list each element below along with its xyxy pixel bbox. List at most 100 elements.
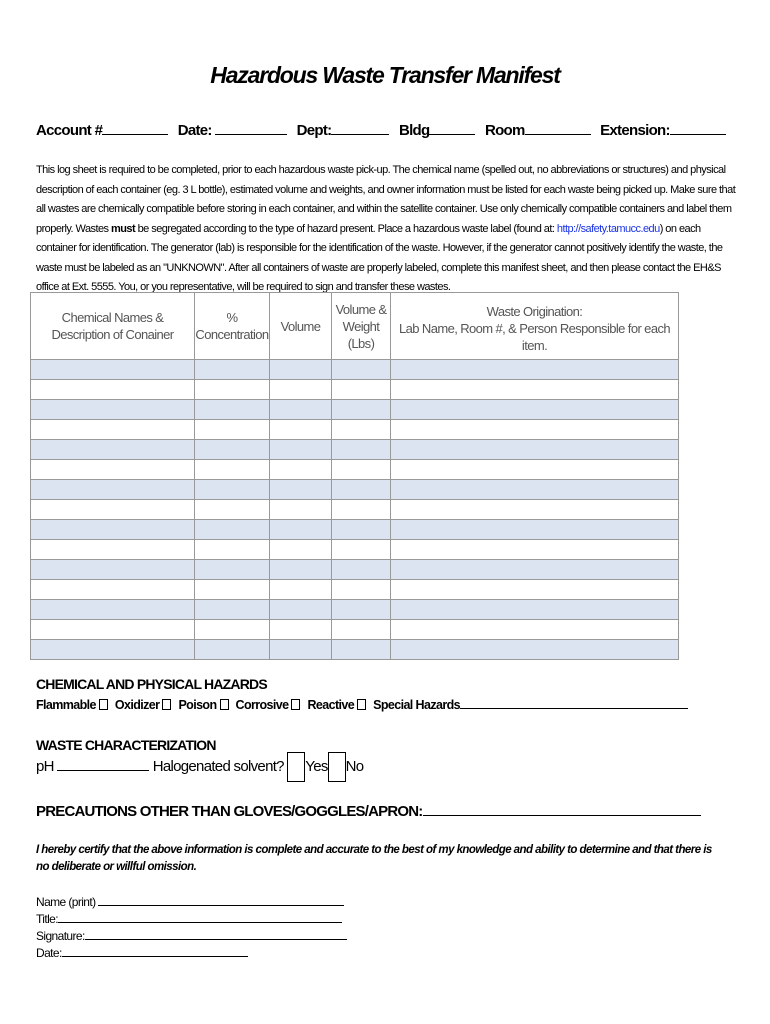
table-cell[interactable] (390, 599, 679, 620)
table-cell[interactable] (269, 419, 332, 440)
table-cell[interactable] (390, 399, 679, 420)
ph-field[interactable] (57, 769, 150, 771)
table-cell[interactable] (194, 619, 270, 640)
signature-field[interactable] (84, 939, 347, 940)
table-cell[interactable] (30, 379, 195, 400)
table-cell[interactable] (194, 559, 270, 580)
hazard-option[interactable]: Flammable (36, 698, 108, 712)
checkbox-icon[interactable] (357, 699, 367, 710)
table-cell[interactable] (390, 439, 679, 460)
table-cell[interactable] (194, 499, 270, 520)
table-cell[interactable] (30, 619, 195, 640)
table-cell[interactable] (194, 359, 270, 380)
table-cell[interactable] (194, 599, 270, 620)
date-sign-field[interactable] (61, 956, 248, 957)
hazard-option[interactable]: Oxidizer (115, 698, 172, 712)
table-cell[interactable] (390, 519, 679, 540)
table-cell[interactable] (390, 559, 679, 580)
checkbox-icon[interactable] (162, 699, 172, 710)
table-cell[interactable] (30, 639, 195, 660)
room-field[interactable] (524, 120, 591, 135)
table-cell[interactable] (390, 499, 679, 520)
table-cell[interactable] (331, 639, 391, 660)
table-cell[interactable] (331, 399, 391, 420)
table-cell[interactable] (269, 619, 332, 640)
table-cell[interactable] (390, 579, 679, 600)
table-cell[interactable] (390, 539, 679, 560)
hazard-option[interactable]: Reactive (307, 698, 367, 712)
table-cell[interactable] (390, 359, 679, 380)
account-field[interactable] (102, 120, 169, 135)
table-cell[interactable] (194, 379, 270, 400)
table-cell[interactable] (269, 439, 332, 460)
date-field[interactable] (215, 120, 288, 135)
table-cell[interactable] (331, 479, 391, 500)
table-cell[interactable] (331, 559, 391, 580)
dept-field[interactable] (331, 120, 390, 135)
hazard-option[interactable]: Poison (178, 698, 229, 712)
table-cell[interactable] (331, 359, 391, 380)
table-cell[interactable] (269, 599, 332, 620)
table-cell[interactable] (390, 619, 679, 640)
table-cell[interactable] (390, 459, 679, 480)
table-cell[interactable] (194, 419, 270, 440)
table-cell[interactable] (269, 459, 332, 480)
special-hazards-field[interactable] (460, 708, 688, 709)
table-cell[interactable] (30, 539, 195, 560)
table-cell[interactable] (30, 439, 195, 460)
table-cell[interactable] (30, 579, 195, 600)
table-cell[interactable] (390, 639, 679, 660)
table-cell[interactable] (269, 399, 332, 420)
table-cell[interactable] (30, 419, 195, 440)
table-cell[interactable] (269, 579, 332, 600)
table-cell[interactable] (331, 619, 391, 640)
checkbox-icon[interactable] (291, 699, 301, 710)
table-cell[interactable] (331, 439, 391, 460)
table-cell[interactable] (30, 559, 195, 580)
table-cell[interactable] (331, 379, 391, 400)
table-cell[interactable] (331, 519, 391, 540)
table-cell[interactable] (30, 599, 195, 620)
table-cell[interactable] (30, 459, 195, 480)
bldg-field[interactable] (429, 120, 476, 135)
table-cell[interactable] (194, 459, 270, 480)
table-cell[interactable] (269, 539, 332, 560)
table-cell[interactable] (30, 359, 195, 380)
safety-link[interactable]: http://safety.tamucc.edu (556, 222, 660, 235)
table-cell[interactable] (30, 499, 195, 520)
name-field[interactable] (98, 905, 345, 906)
table-cell[interactable] (194, 479, 270, 500)
table-cell[interactable] (269, 559, 332, 580)
precautions-field[interactable] (422, 815, 701, 816)
table-cell[interactable] (331, 599, 391, 620)
extension-field[interactable] (669, 120, 726, 135)
table-cell[interactable] (194, 639, 270, 660)
table-cell[interactable] (269, 359, 332, 380)
table-cell[interactable] (331, 459, 391, 480)
table-cell[interactable] (194, 399, 270, 420)
checkbox-icon[interactable] (219, 699, 229, 710)
no-checkbox[interactable] (327, 752, 346, 782)
checkbox-icon[interactable] (98, 699, 108, 710)
table-cell[interactable] (269, 639, 332, 660)
table-cell[interactable] (30, 479, 195, 500)
hazard-option[interactable]: Corrosive (236, 698, 301, 712)
table-cell[interactable] (331, 539, 391, 560)
table-cell[interactable] (194, 539, 270, 560)
table-cell[interactable] (331, 499, 391, 520)
table-cell[interactable] (331, 579, 391, 600)
table-cell[interactable] (269, 379, 332, 400)
table-cell[interactable] (390, 379, 679, 400)
table-cell[interactable] (390, 419, 679, 440)
table-cell[interactable] (194, 439, 270, 460)
yes-checkbox[interactable] (287, 752, 306, 782)
table-cell[interactable] (269, 519, 332, 540)
table-cell[interactable] (390, 479, 679, 500)
table-cell[interactable] (194, 579, 270, 600)
table-cell[interactable] (331, 419, 391, 440)
table-cell[interactable] (30, 399, 195, 420)
table-cell[interactable] (269, 479, 332, 500)
title-field[interactable] (57, 922, 342, 923)
table-cell[interactable] (194, 519, 270, 540)
table-cell[interactable] (269, 499, 332, 520)
